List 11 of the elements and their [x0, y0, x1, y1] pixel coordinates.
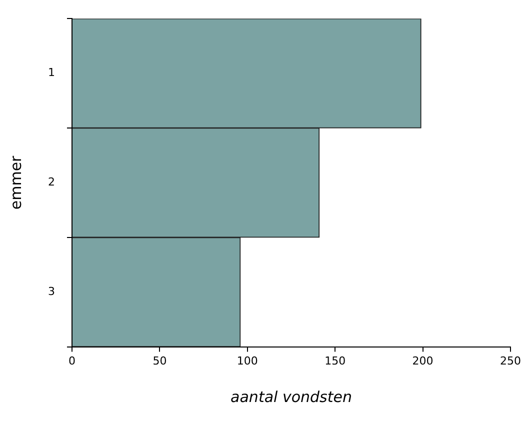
x-axis-title: aantal vondsten: [230, 388, 352, 406]
y-tick-label: 3: [48, 284, 55, 298]
x-tick-label: 100: [236, 354, 258, 368]
x-tick-label: 0: [68, 354, 76, 368]
x-tick-label: 250: [500, 354, 521, 368]
y-axis-title: emmer: [6, 154, 25, 210]
y-tick-label: 2: [48, 176, 55, 189]
x-tick-label: 50: [152, 354, 167, 368]
x-tick-label: 150: [324, 354, 346, 368]
x-tick-label: 200: [412, 354, 434, 368]
y-tick-label: 1: [48, 66, 55, 80]
